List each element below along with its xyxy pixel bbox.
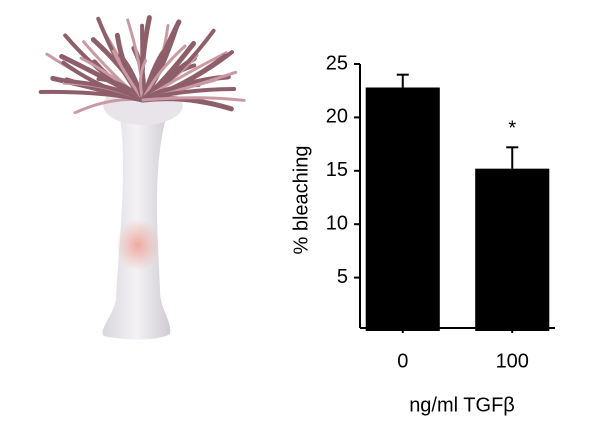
bar	[365, 87, 440, 331]
y-tick-label: 25	[326, 52, 348, 74]
anemone-glow	[116, 219, 160, 271]
x-tick-label: 0	[397, 350, 408, 372]
y-tick-label: 5	[337, 266, 348, 288]
anemone-photo	[38, 15, 246, 340]
y-tick-label: 10	[326, 212, 348, 234]
y-tick-label: 15	[326, 159, 348, 181]
y-axis-label: % bleaching	[290, 146, 312, 255]
x-tick-label: 100	[496, 350, 529, 372]
y-tick-label: 20	[326, 106, 348, 128]
annotation: *	[508, 118, 516, 140]
anemone-tentacle	[141, 96, 246, 102]
bar	[475, 168, 550, 331]
x-axis-label: ng/ml TGFβ	[409, 394, 515, 416]
